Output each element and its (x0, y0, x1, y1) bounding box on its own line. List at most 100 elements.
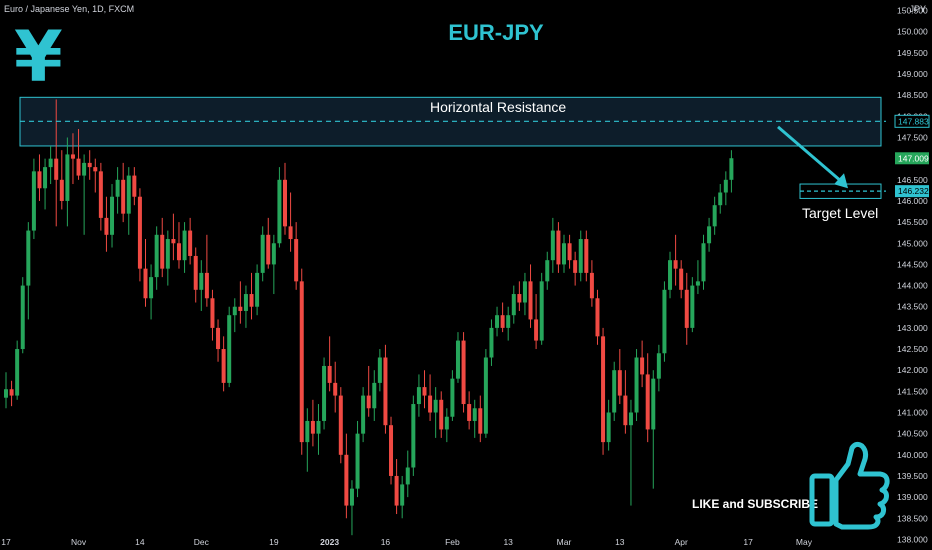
candle-body (612, 370, 617, 413)
price-tick-label: 149.500 (897, 48, 928, 58)
thumbs-up-icon[interactable] (808, 440, 890, 530)
price-tag (894, 114, 930, 128)
price-tick-label: 143.000 (897, 323, 928, 333)
candle-body (690, 285, 695, 328)
candle-body (534, 319, 539, 341)
resistance-zone-layer (19, 96, 882, 147)
time-axis[interactable]: 17 Nov 14 Dec 19 2023 16 Feb 13 Mar 13 Apr 17 May (1, 537, 812, 547)
candle-body (679, 268, 684, 290)
candle-body (450, 378, 455, 417)
price-tick-label: 148.500 (897, 90, 928, 100)
candle-body (606, 412, 611, 443)
candle-body (478, 408, 483, 434)
chart-title: EUR-JPY (0, 20, 932, 46)
price-tick-label: 141.500 (897, 386, 928, 396)
candle-body (132, 175, 137, 197)
candle-body (472, 408, 477, 421)
candle-body (216, 327, 221, 350)
time-tick-label: 14 (135, 537, 145, 547)
time-tick-label: Mar (557, 537, 572, 547)
candle-body (277, 179, 282, 244)
time-tick-label: 17 (1, 537, 11, 547)
candle-body (589, 272, 594, 299)
candle-body (578, 239, 583, 273)
arrow-head (834, 173, 848, 189)
chart-title-text: EUR-JPY (448, 20, 544, 45)
candle-body (489, 327, 494, 358)
candle-body (310, 420, 315, 434)
candle-body (349, 488, 354, 506)
candle-body (567, 243, 572, 261)
target-zone (799, 183, 882, 199)
candle-body (26, 230, 31, 286)
price-tick-label: 138.500 (897, 513, 928, 523)
candle-body (188, 230, 193, 256)
candle-body (400, 484, 405, 506)
candle-body (389, 425, 394, 476)
time-tick-label: 13 (503, 537, 513, 547)
candle-body (43, 167, 48, 189)
candle-body (495, 315, 500, 328)
price-tick-label: 150.500 (897, 6, 928, 16)
target-level-label: Target Level (802, 205, 879, 221)
candle-body (327, 365, 332, 383)
candle-body (433, 399, 438, 413)
candle-body (584, 239, 589, 273)
candle-body (550, 230, 555, 261)
candle-body (411, 404, 416, 468)
candle-body (634, 357, 639, 413)
arrow-icon (777, 125, 848, 189)
price-tag-label: 146.232 (898, 186, 929, 196)
candle-body (249, 294, 254, 307)
price-tick-label: 144.500 (897, 259, 928, 269)
candle-body (723, 179, 728, 193)
time-tick-label: Feb (445, 537, 460, 547)
price-tick-label: 139.500 (897, 471, 928, 481)
price-tag (895, 185, 929, 198)
price-tick-label: 141.000 (897, 408, 928, 418)
price-tick-label: 139.000 (897, 492, 928, 502)
candle-body (545, 260, 550, 282)
candle-body (718, 192, 723, 206)
candle-body (695, 281, 700, 286)
time-tick-label: 19 (269, 537, 279, 547)
price-tick-label: 145.000 (897, 238, 928, 248)
candle-body (76, 158, 81, 176)
candle-body (528, 281, 533, 320)
candle-body (333, 382, 338, 396)
resistance-zone (19, 96, 882, 147)
time-tick-label: 17 (743, 537, 753, 547)
candle-body (640, 357, 645, 375)
candle-body (87, 162, 92, 168)
candle-body (701, 243, 706, 282)
candle-body (59, 179, 64, 201)
candle-body (467, 404, 472, 421)
time-tick-label: May (796, 537, 813, 547)
candle-body (154, 234, 159, 278)
candles-group (4, 99, 734, 536)
price-tick-label: 143.500 (897, 302, 928, 312)
candle-body (255, 272, 260, 307)
candle-body (511, 294, 516, 316)
candle-body (684, 289, 689, 328)
candle-body (355, 433, 360, 489)
price-tick-label: 146.500 (897, 175, 928, 185)
candle-body (539, 281, 544, 341)
candle-body (405, 467, 410, 485)
candle-body (115, 179, 120, 197)
candle-body (37, 171, 42, 189)
resistance-label: Horizontal Resistance (430, 99, 567, 115)
candle-body (143, 268, 148, 299)
candle-body (673, 260, 678, 269)
candle-body (227, 315, 232, 383)
candle-body (712, 205, 717, 227)
candle-body (444, 416, 449, 430)
candle-body (377, 357, 382, 383)
price-tick-label: 140.500 (897, 429, 928, 439)
price-axis[interactable]: 138.000 138.500 139.000 139.500 140.000 140.5… (894, 6, 930, 545)
candle-body (294, 239, 299, 282)
candle-body (595, 298, 600, 337)
candle-body (366, 395, 371, 409)
yen-sign-icon: ¥ (14, 16, 63, 98)
